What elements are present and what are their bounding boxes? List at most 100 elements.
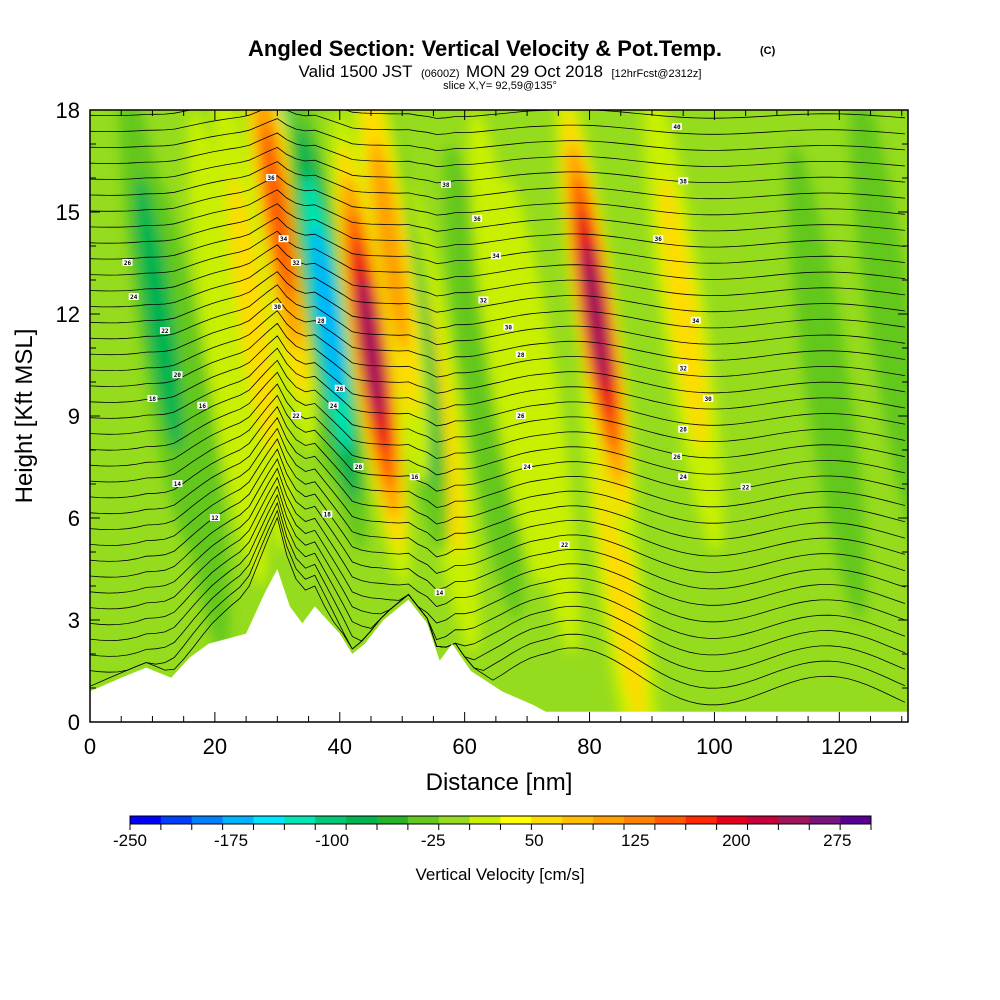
- isotherm-line: [90, 406, 905, 509]
- velocity-cell: [596, 447, 645, 722]
- svg-text:14: 14: [436, 590, 444, 597]
- isotherm-line: [90, 394, 905, 492]
- isotherm-line: [90, 132, 905, 168]
- velocity-cell: [443, 144, 524, 620]
- isotherm-line: [90, 322, 905, 394]
- x-tick-label: 120: [821, 734, 858, 759]
- isotherm-label: 16: [197, 401, 208, 410]
- isotherm-line: [90, 438, 906, 558]
- chart-title: Angled Section: Vertical Velocity & Pot.…: [248, 36, 722, 61]
- svg-text:24: 24: [130, 294, 138, 301]
- colorbar-swatch: [191, 816, 223, 824]
- isotherm-label: 12: [209, 514, 220, 522]
- y-axis-label: Height [Kft MSL]: [11, 329, 38, 504]
- velocity-cell: [371, 140, 409, 352]
- isotherm-line: [90, 476, 906, 624]
- svg-text:32: 32: [680, 365, 688, 372]
- isotherm-label: 38: [678, 177, 689, 185]
- isotherm-label: 22: [740, 483, 751, 491]
- colorbar-swatch: [315, 816, 347, 824]
- isotherm-labels: 26 24 22 20 18 16 14 12 36 34 32 30 28 26 24 22 20 18 16 14…: [122, 123, 751, 597]
- isotherm-label: 28: [316, 316, 327, 325]
- isotherm-line: [90, 417, 906, 525]
- isotherm-line: [90, 230, 905, 281]
- svg-text:34: 34: [492, 253, 500, 260]
- isotherm-line: [90, 359, 905, 443]
- colorbar-swatch: [531, 816, 563, 824]
- isotherm-label: 18: [147, 395, 158, 403]
- isotherm-label: 24: [522, 463, 533, 471]
- svg-text:22: 22: [292, 413, 300, 420]
- svg-text:22: 22: [161, 328, 169, 335]
- svg-text:18: 18: [149, 396, 157, 403]
- subtitle-date: MON 29 Oct 2018: [466, 62, 603, 81]
- colorbar-tick-label: 50: [525, 831, 544, 850]
- svg-text:26: 26: [673, 454, 681, 461]
- svg-text:34: 34: [692, 318, 700, 325]
- isotherm-line: [90, 203, 905, 248]
- svg-text:36: 36: [474, 216, 482, 223]
- isotherm-line: [90, 467, 906, 607]
- isotherm-label: 24: [328, 401, 339, 410]
- isotherm-label: 36: [472, 214, 483, 223]
- x-tick-label: 40: [328, 734, 352, 759]
- colorbar-swatch: [160, 816, 193, 824]
- colorbar-tick-label: -250: [113, 831, 147, 850]
- isotherm-line: [90, 284, 905, 346]
- svg-text:38: 38: [680, 178, 688, 185]
- svg-text:22: 22: [742, 484, 750, 491]
- isotherm-label: 22: [559, 541, 570, 549]
- isotherm-line: [90, 161, 905, 200]
- isotherm-line: [90, 257, 905, 313]
- colorbar-swatch: [284, 816, 316, 824]
- colorbar-swatch: [593, 816, 625, 824]
- y-tick-label: 3: [68, 608, 80, 633]
- isotherm-line: [90, 347, 905, 427]
- svg-text:16: 16: [411, 474, 419, 481]
- isotherm-label: 22: [291, 412, 302, 420]
- isotherm-line: [90, 448, 906, 574]
- isotherm-line: [90, 110, 905, 119]
- isotherm-line: [90, 335, 905, 411]
- svg-text:14: 14: [174, 481, 182, 488]
- colorbar-swatch: [562, 816, 594, 824]
- colorbar-swatch: [222, 816, 254, 824]
- colorbar-tick-label: -25: [421, 831, 446, 850]
- svg-text:28: 28: [517, 352, 525, 359]
- isotherm-line: [90, 271, 905, 329]
- isotherm-label: 26: [122, 259, 133, 267]
- isotherm-label: 34: [690, 316, 701, 325]
- isotherm-line: [90, 146, 905, 184]
- colorbar-swatch: [716, 816, 748, 824]
- svg-text:32: 32: [480, 297, 488, 304]
- velocity-cell: [134, 175, 183, 453]
- velocity-cell: [261, 122, 294, 302]
- isotherm-label: 34: [278, 235, 289, 243]
- isotherm-label: 32: [291, 259, 302, 267]
- x-tick-label: 0: [84, 734, 96, 759]
- svg-text:36: 36: [267, 175, 275, 182]
- colorbar-swatch: [624, 816, 656, 824]
- x-tick-label: 60: [452, 734, 476, 759]
- y-tick-label: 6: [68, 506, 80, 531]
- colorbar-swatch: [685, 816, 717, 824]
- velocity-cell: [582, 241, 610, 387]
- colorbar-swatch: [809, 816, 841, 824]
- svg-text:22: 22: [561, 542, 569, 549]
- isotherm-line: [90, 118, 905, 152]
- svg-text:32: 32: [292, 260, 300, 267]
- isotherm-line: [90, 509, 906, 689]
- isotherm-lines: [90, 110, 906, 706]
- colorbar-swatch: [130, 816, 162, 824]
- colorbar-swatch: [654, 816, 687, 824]
- isotherm-label: 30: [272, 303, 283, 311]
- svg-text:30: 30: [705, 396, 713, 403]
- isotherm-line: [90, 110, 905, 135]
- isotherm-label: 20: [172, 371, 183, 379]
- isotherm-label: 38: [440, 180, 451, 189]
- isotherm-label: 16: [409, 473, 420, 481]
- isotherm-label: 32: [678, 364, 689, 372]
- isotherm-label: 30: [503, 323, 514, 332]
